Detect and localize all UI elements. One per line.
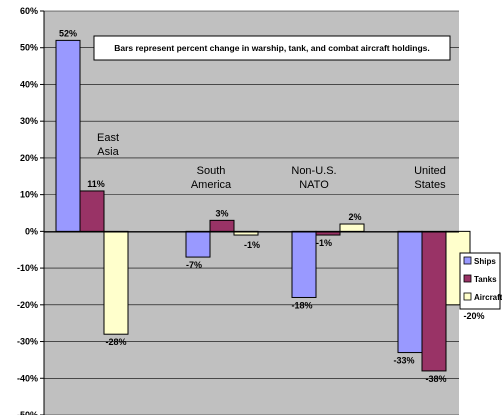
- data-label-tanks: 3%: [215, 208, 228, 218]
- y-tick-label: 10%: [20, 190, 38, 200]
- annotation-box: [93, 35, 451, 61]
- y-tick-label: 60%: [20, 6, 38, 16]
- legend-label-ships: Ships: [474, 257, 496, 266]
- data-label-aircraft: -28%: [105, 337, 126, 347]
- y-axis: 60% 50% 40% 30% 20% 10% 0% -10% -20% -30% -40% -50%: [17, 6, 44, 415]
- region-labels: East Asia South America Non-U.S. NATO United St…: [97, 132, 446, 191]
- data-label-tanks: -38%: [425, 374, 446, 384]
- y-tick-label: 30%: [20, 116, 38, 126]
- y-tick-label: -30%: [17, 337, 38, 347]
- data-label-ships: -18%: [291, 300, 312, 310]
- bar-aircraft: [233, 230, 259, 236]
- bar-ships: [397, 230, 423, 354]
- data-label-ships: -7%: [186, 260, 202, 270]
- category-label: East: [97, 132, 119, 144]
- bar-ships: [55, 39, 81, 232]
- y-tick-label: 20%: [20, 153, 38, 163]
- legend-swatch-aircraft: [463, 292, 472, 301]
- category-label: NATO: [299, 179, 329, 191]
- data-label-ships: -33%: [393, 356, 414, 366]
- category-label: America: [191, 179, 232, 191]
- y-tick-label: -50%: [17, 410, 38, 415]
- y-tick-label: -20%: [17, 300, 38, 310]
- data-label-tanks: -1%: [316, 238, 332, 248]
- category-label: Asia: [97, 146, 119, 158]
- data-label-aircraft: 2%: [348, 212, 361, 222]
- plot-area: [44, 11, 459, 415]
- bar-aircraft: [339, 223, 365, 232]
- bars: [55, 39, 471, 372]
- category-label: United: [414, 165, 446, 177]
- category-label: States: [414, 179, 446, 191]
- legend-label-aircraft: Aircraft: [474, 293, 502, 302]
- y-tick-label: 50%: [20, 43, 38, 53]
- legend-label-tanks: Tanks: [474, 275, 497, 284]
- data-label-tanks: 11%: [87, 179, 105, 189]
- category-label: Non-U.S.: [291, 165, 336, 177]
- bar-tanks: [209, 219, 235, 232]
- data-label-ships: 52%: [59, 28, 77, 38]
- data-label-aircraft: -1%: [244, 240, 260, 250]
- bar-tanks: [315, 230, 341, 236]
- bar-ships: [291, 230, 317, 298]
- legend-swatch-ships: [463, 256, 472, 265]
- bar-tanks: [421, 230, 447, 372]
- y-tick-label: 0%: [25, 226, 38, 236]
- bar-tanks: [79, 190, 105, 232]
- data-label-aircraft: -20%: [463, 311, 484, 321]
- y-tick-label: 40%: [20, 79, 38, 89]
- annotation-text: Bars represent percent change in warship…: [114, 43, 430, 53]
- data-labels: 52% -7% -18% -33% 11% 3% -1% -38% -28% -1% 2% -20%: [59, 28, 485, 384]
- bar-ships: [185, 230, 211, 258]
- bar-aircraft: [103, 230, 129, 335]
- legend: Ships Tanks Aircraft: [459, 252, 502, 310]
- y-tick-label: -40%: [17, 373, 38, 383]
- legend-swatch-tanks: [463, 274, 472, 283]
- y-tick-label: -10%: [17, 263, 38, 273]
- category-label: South: [197, 165, 226, 177]
